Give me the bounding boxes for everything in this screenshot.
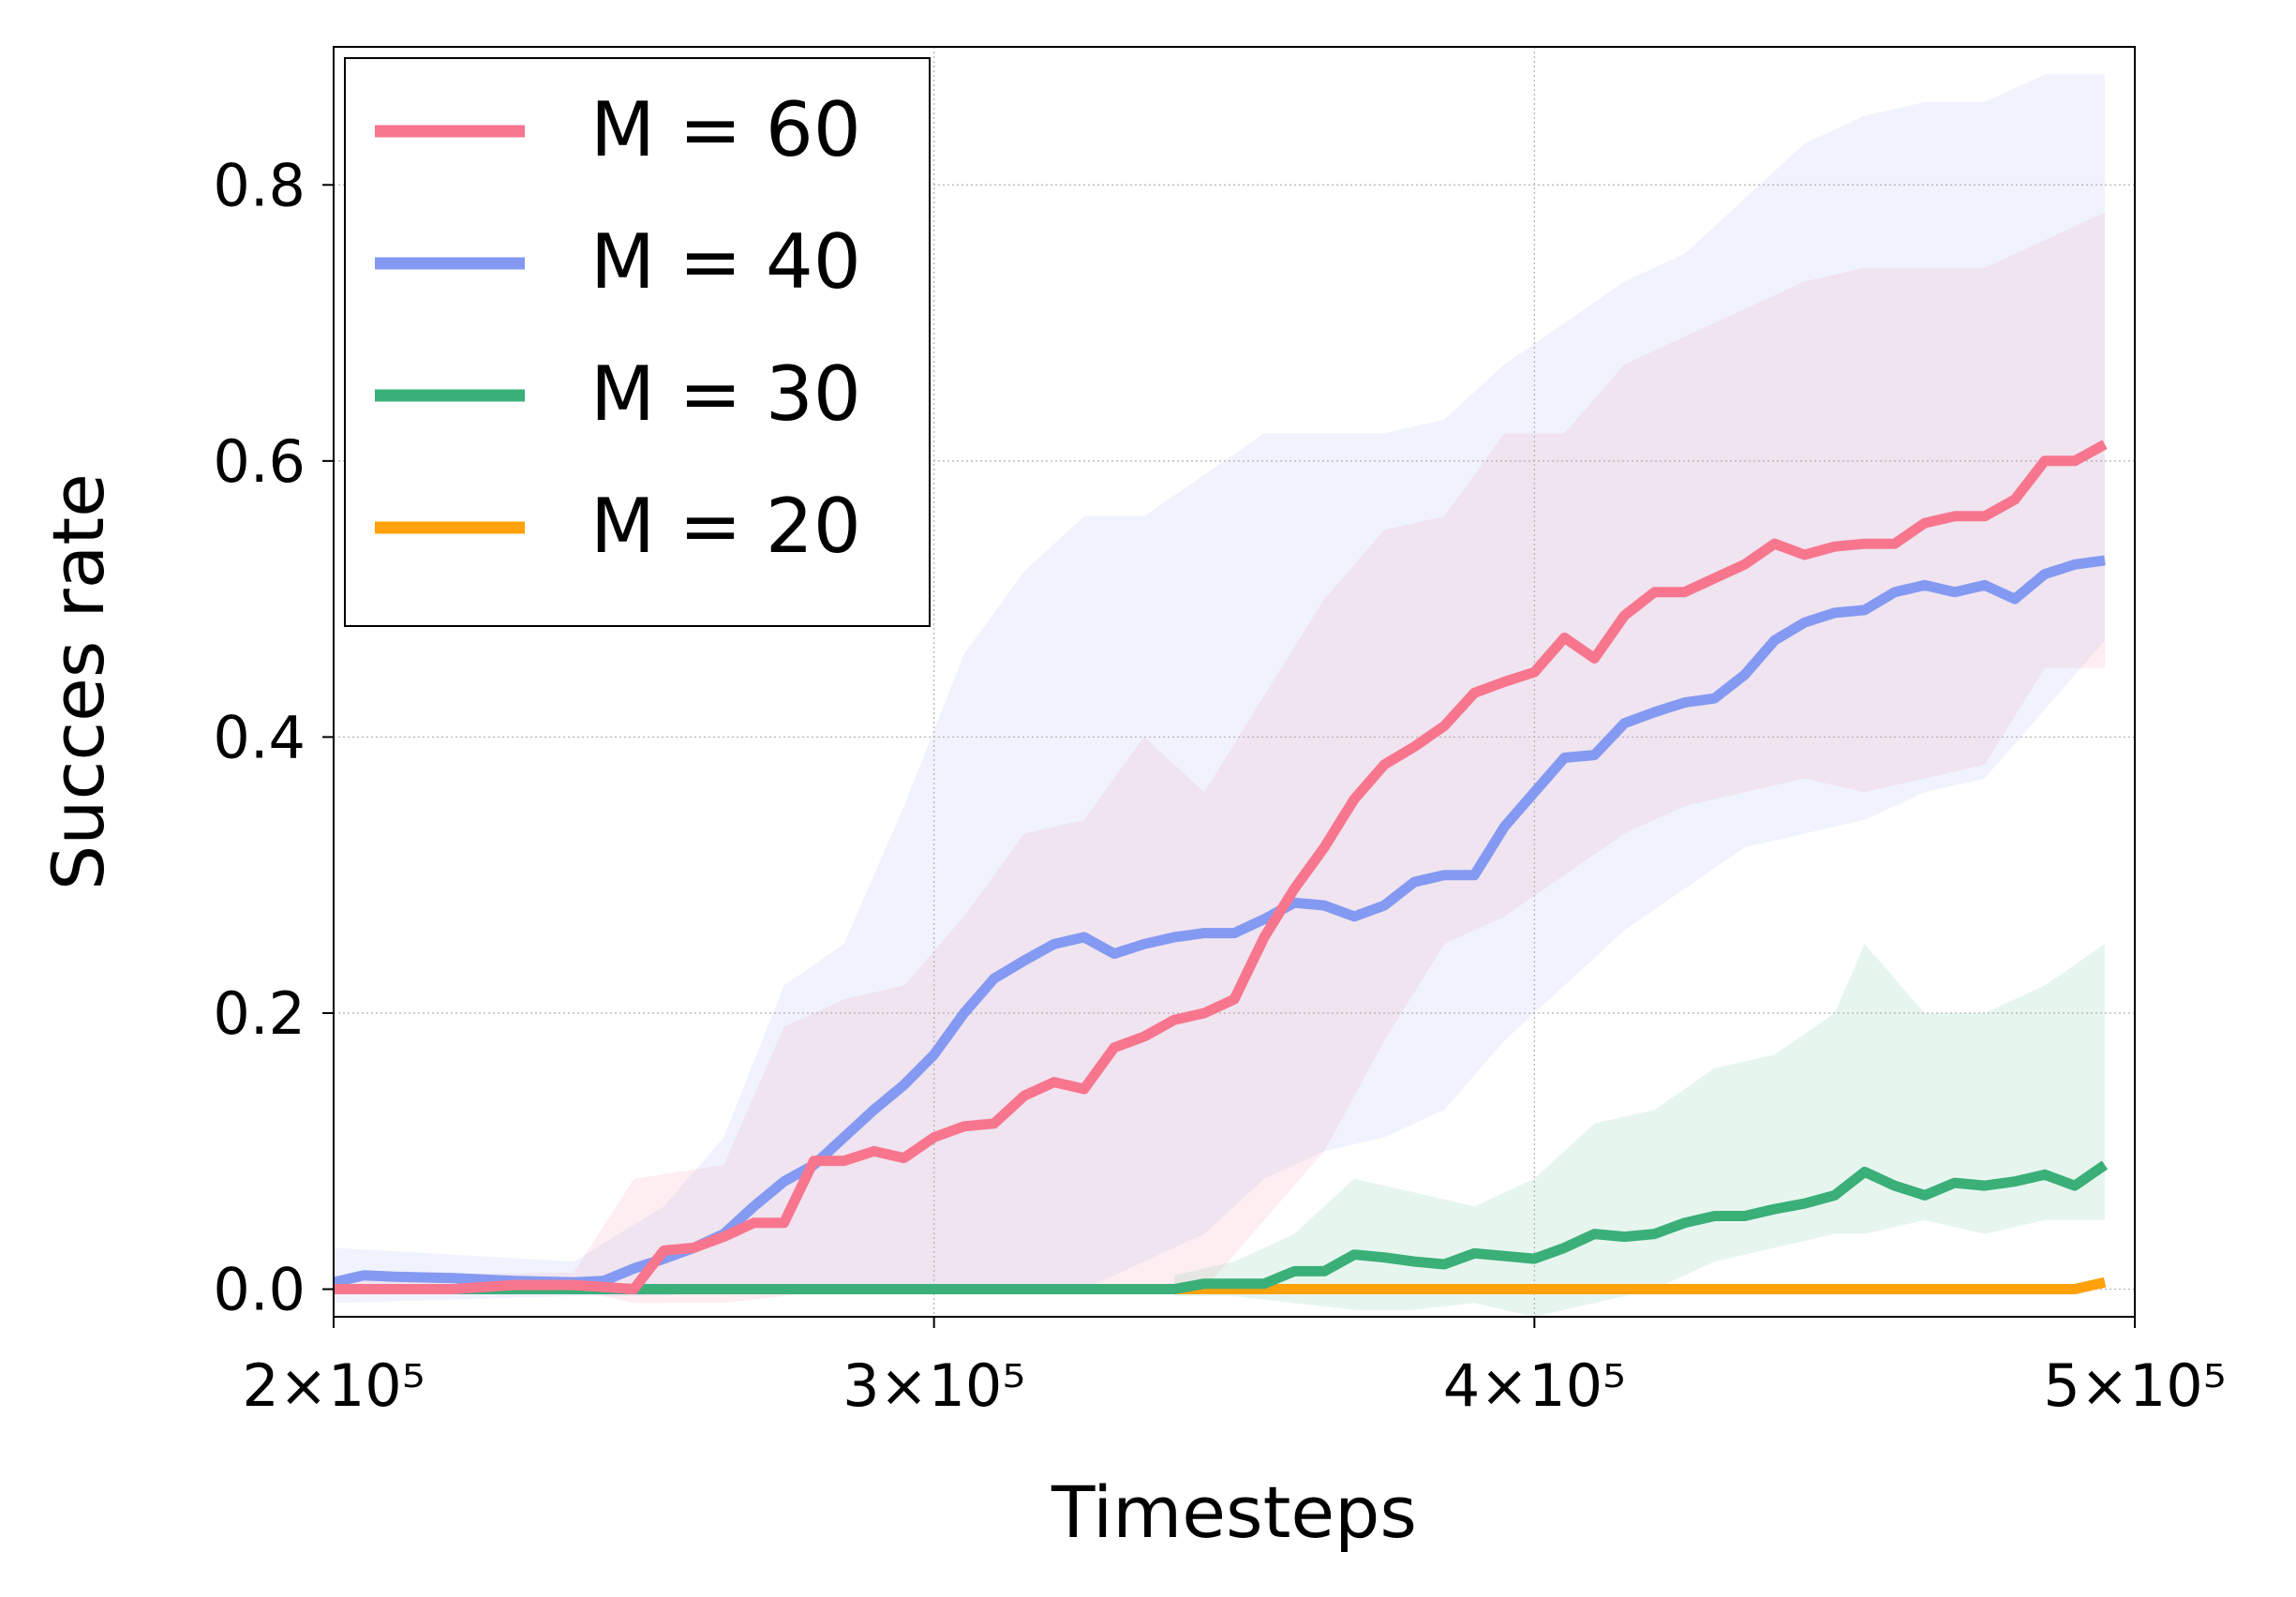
legend-label-m-60: M = 60 xyxy=(590,86,861,173)
y-tick-label: 0.0 xyxy=(213,1256,306,1324)
plot-frame xyxy=(333,46,2136,1318)
legend-label-m-40: M = 40 xyxy=(590,218,861,306)
axis-ticks: 2×10⁵ 3×10⁵ 4×10⁵ 5×10⁵ 0.0 0.2 0.4 0.6 0.8 xyxy=(213,151,2226,1420)
legend: M = 60 M = 40 M = 30 M = 20 xyxy=(344,57,931,627)
series-lines xyxy=(332,440,2109,1294)
y-tick-label: 0.4 xyxy=(213,703,306,771)
x-tick-label: 5×10⁵ xyxy=(2043,1351,2226,1420)
band-m-30 xyxy=(1173,944,2105,1317)
legend-label-m-30: M = 30 xyxy=(590,351,861,438)
x-tick-label: 4×10⁵ xyxy=(1443,1351,1626,1420)
x-tick-label: 2×10⁵ xyxy=(242,1351,425,1420)
legend-label-m-20: M = 20 xyxy=(590,483,861,570)
confidence-bands xyxy=(334,74,2105,1317)
band-m-40 xyxy=(334,74,2105,1304)
y-tick-label: 0.8 xyxy=(213,151,306,219)
y-tick-label: 0.2 xyxy=(213,979,306,1048)
y-axis-label: Succes rate xyxy=(37,473,120,890)
series-line-m-60 xyxy=(334,440,2108,1294)
x-axis-label: Timesteps xyxy=(1051,1470,1417,1554)
y-tick-label: 0.6 xyxy=(213,427,306,496)
series-line-m-30 xyxy=(334,1160,2109,1294)
band-m-60 xyxy=(334,212,2105,1304)
x-tick-label: 3×10⁵ xyxy=(842,1351,1025,1420)
